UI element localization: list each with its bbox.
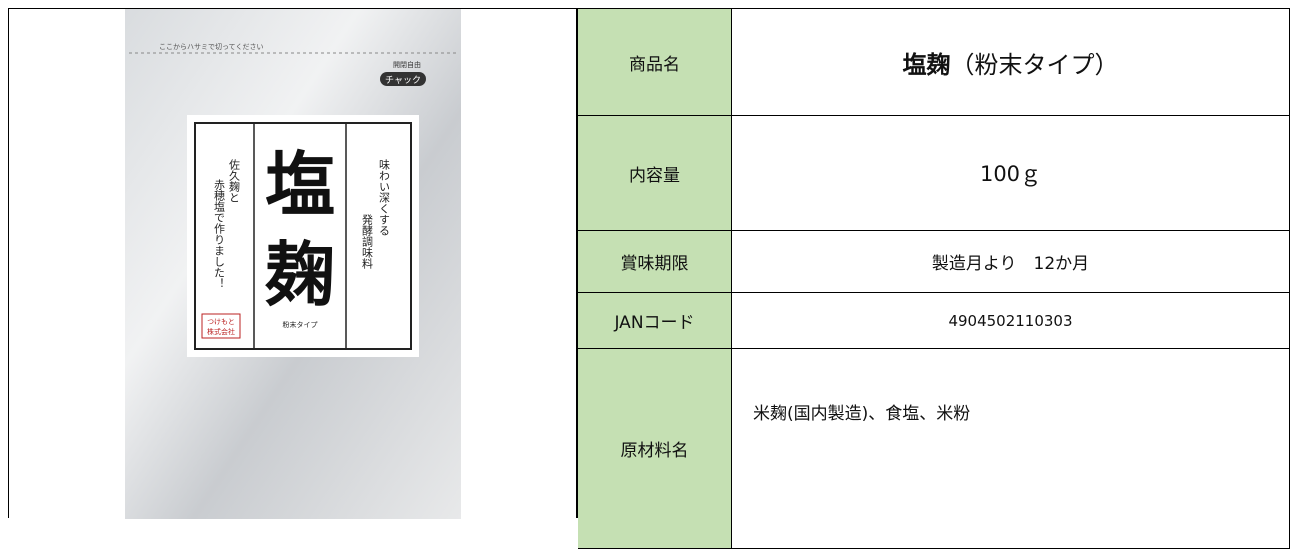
- label-text: 商品名: [629, 54, 680, 75]
- value-text: 製造月より 12か月: [931, 254, 1090, 274]
- label-text: 原材料名: [620, 441, 689, 461]
- cut-text: ここからハサミで切ってください: [159, 43, 263, 51]
- name-char: 麹: [265, 233, 335, 316]
- row-value: 製造月より 12か月: [732, 231, 1290, 293]
- value-text: 4904502110303: [948, 311, 1073, 330]
- row-value: 4904502110303: [732, 293, 1290, 349]
- row-value: 100ｇ: [732, 116, 1290, 231]
- maker: つけもと: [207, 318, 235, 326]
- label: [187, 115, 419, 357]
- value-text: （粉末タイプ）: [950, 50, 1119, 79]
- table-left-border: [8, 8, 9, 518]
- label-text: 内容量: [629, 165, 680, 186]
- row-value: 米麹(国内製造)、食塩、米粉: [732, 349, 1290, 549]
- zipper-text: チャック: [385, 75, 421, 86]
- maker: 株式会社: [207, 327, 235, 336]
- product-image: ここからハサミで切ってください 開閉自由 チャック 塩 麹 粉末タイプ 味わい深…: [125, 9, 461, 519]
- tagline: 発酵調味料: [361, 213, 374, 270]
- row-label: 内容量: [578, 116, 732, 231]
- image-cell-border: [576, 8, 578, 518]
- table-top-border: [8, 8, 1290, 9]
- value-text: 米麹(国内製造)、食塩、米粉: [753, 404, 971, 424]
- zipper-badge: [380, 72, 426, 86]
- label-text: 賞味期限: [620, 254, 689, 274]
- form-text: 粉末タイプ: [283, 320, 318, 329]
- zipper-note: 開閉自由: [393, 60, 421, 69]
- row-value: 塩麹 （粉末タイプ）: [732, 9, 1290, 116]
- label-frame: [194, 122, 412, 350]
- row-label: 原材料名: [578, 349, 732, 549]
- row-label: 賞味期限: [578, 231, 732, 293]
- origin: 佐久麹と: [228, 158, 241, 203]
- value-text: 100ｇ: [979, 162, 1042, 186]
- label-text: JANコード: [614, 313, 695, 333]
- value-bold: 塩麹: [902, 50, 951, 79]
- page: ここからハサミで切ってください 開閉自由 チャック 塩 麹 粉末タイプ 味わい深…: [8, 8, 1290, 549]
- row-label: JANコード: [578, 293, 732, 349]
- origin: 赤穂塩で作りました！: [213, 179, 226, 289]
- tagline: 味わい深くする: [378, 159, 391, 236]
- maker-stamp: [201, 313, 241, 339]
- row-label: 商品名: [578, 9, 732, 116]
- name-char: 塩: [265, 143, 335, 226]
